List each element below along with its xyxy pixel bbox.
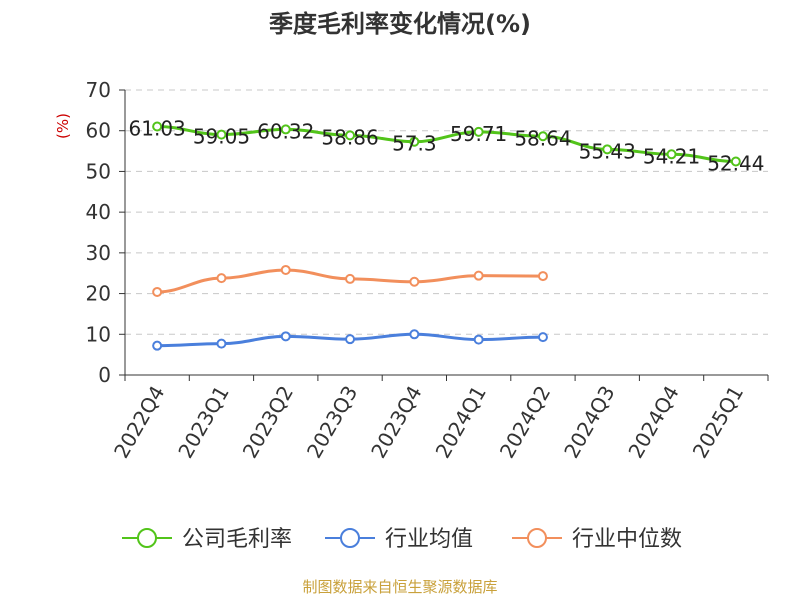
x-tick-label: 2023Q2: [238, 382, 298, 463]
x-tick-label: 2023Q1: [173, 382, 233, 463]
data-point: [602, 144, 613, 155]
data-label: 61.03: [129, 117, 186, 141]
data-point: [537, 271, 548, 282]
chart-title: 季度毛利率变化情况(%): [269, 10, 531, 38]
x-tick-label: 2024Q3: [559, 382, 619, 463]
data-label: 58.86: [321, 125, 378, 149]
data-point: [216, 129, 227, 140]
x-tick-label: 2023Q3: [302, 382, 362, 463]
data-label: 52.44: [707, 151, 764, 175]
y-tick-label: 70: [86, 78, 111, 102]
data-point: [345, 130, 356, 141]
data-point: [152, 121, 163, 132]
data-label: 59.71: [450, 122, 507, 146]
legend-label: 公司毛利率: [182, 527, 292, 552]
grid-lines: [125, 89, 768, 335]
data-point: [666, 149, 677, 160]
data-point: [409, 329, 420, 340]
x-tick-label: 2025Q1: [688, 382, 748, 463]
y-tick-label: 60: [86, 119, 111, 143]
y-tick-label: 40: [86, 200, 111, 224]
legend-label: 行业中位数: [572, 527, 682, 552]
legend-marker: [340, 528, 360, 548]
source-note: 制图数据来自恒生聚源数据库: [302, 578, 497, 596]
legend-label: 行业均值: [385, 527, 473, 552]
x-tick-label: 2024Q1: [431, 382, 491, 463]
data-point: [409, 136, 420, 147]
data-point: [730, 156, 741, 167]
data-point: [345, 334, 356, 345]
y-axis-label: (%): [54, 113, 72, 139]
data-label: 59.05: [193, 125, 250, 149]
data-point: [473, 270, 484, 281]
plot-area: [152, 121, 741, 351]
data-point: [537, 131, 548, 142]
x-tick-label: 2022Q4: [109, 382, 169, 463]
data-point: [152, 286, 163, 297]
y-tick-label: 30: [86, 241, 111, 265]
data-point: [280, 124, 291, 135]
data-point: [473, 126, 484, 137]
series-line: [157, 125, 736, 163]
data-point: [152, 340, 163, 351]
x-tick-label: 2024Q4: [623, 382, 683, 463]
data-point: [216, 338, 227, 349]
data-point: [409, 276, 420, 287]
data-label: 54.21: [643, 144, 700, 168]
data-label: 57.3: [392, 132, 437, 156]
data-label: 55.43: [579, 139, 636, 163]
data-point: [216, 273, 227, 284]
x-tick-label: 2023Q4: [366, 382, 426, 463]
x-tick-label: 2024Q2: [495, 382, 555, 463]
data-label: 60.32: [257, 119, 314, 143]
data-point: [345, 273, 356, 284]
legend: 公司毛利率 行业均值 行业中位数: [122, 527, 682, 552]
data-point: [473, 334, 484, 345]
data-point: [537, 332, 548, 343]
legend-marker: [527, 528, 547, 548]
y-tick-label: 0: [98, 363, 111, 387]
data-labels: 61.03 59.05 60.32 58.86 57.3 59.71 58.64 55.43 5…: [129, 117, 765, 176]
data-point: [280, 331, 291, 342]
y-tick-label: 10: [86, 322, 111, 346]
legend-marker: [137, 528, 157, 548]
data-label: 58.64: [514, 126, 571, 150]
y-tick-label: 50: [86, 159, 111, 183]
data-point: [280, 264, 291, 275]
y-tick-label: 20: [86, 282, 111, 306]
